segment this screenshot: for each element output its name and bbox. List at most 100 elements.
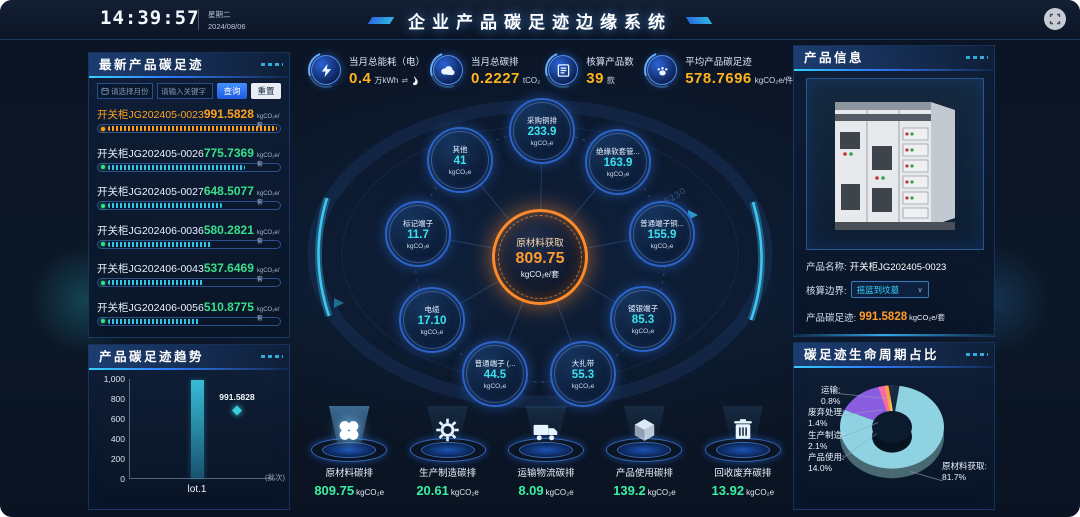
stage-value: 20.61 [416, 483, 449, 498]
trend-panel: 产品碳足迹趋势 1,000 800 600 400 200 0 991.5828… [88, 344, 290, 510]
y-tick: 400 [110, 434, 125, 444]
panel-title: 碳足迹生命周期占比 [794, 343, 994, 368]
node-unit: kgCO₂e [483, 382, 507, 390]
filter-row: 查询 重置 [97, 83, 281, 100]
bar-dot [101, 126, 105, 131]
product-value: 775.7369 [203, 145, 254, 160]
decor-slash-left [367, 16, 395, 24]
node-value: 11.7 [407, 229, 429, 242]
bar-dot [101, 165, 105, 170]
product-name: 开关柜JG202405-0026 [97, 147, 204, 160]
product-list-item[interactable]: 开关柜JG202405-0027 648.5077 kgCO₂e/套 [97, 184, 281, 223]
stage-recycling[interactable]: 回收废弃碳排 13.92 kgCO₂e [694, 406, 792, 514]
material-node[interactable]: 其他 41 kgCO₂e [427, 127, 493, 193]
slice-name: 原材料获取: [942, 461, 987, 471]
material-node[interactable]: 标记端子 11.7 kgCO₂e [385, 201, 451, 267]
panel-title: 最新产品碳足迹 [89, 53, 289, 78]
progress-bar [97, 278, 281, 288]
boundary-select[interactable]: 摇篮到坟墓 ∨ [850, 281, 929, 298]
slice-label: 运输: 0.8% [821, 385, 840, 407]
flame-icon [410, 73, 419, 85]
month-select-field[interactable] [97, 83, 153, 99]
product-list-item[interactable]: 开关柜JG202406-0036 580.2821 kgCO₂e/套 [97, 223, 281, 262]
panel-title: 产品信息 [794, 46, 994, 71]
stage-product-use[interactable]: 产品使用碳排 139.2 kgCO₂e [595, 406, 693, 514]
product-list-item[interactable]: 开关柜JG202406-0056 510.8775 kgCO₂e/套 [97, 300, 281, 339]
material-node[interactable]: 镀银端子 85.3 kgCO₂e [610, 286, 676, 352]
panel-title: 产品碳足迹趋势 [89, 345, 289, 370]
stage-raw-material[interactable]: 原材料碳排 809.75 kgCO₂e [300, 406, 398, 514]
node-unit: kgCO₂e [631, 327, 655, 335]
truck-icon [533, 417, 560, 444]
fullscreen-button[interactable] [1044, 8, 1066, 30]
trash-icon [729, 417, 756, 444]
progress-bar [97, 201, 281, 211]
progress-bar [97, 124, 281, 133]
bar-fill [108, 164, 246, 170]
page-title: 企业产品碳足迹边缘系统 [408, 12, 672, 32]
node-name: 普通端子 (... [474, 359, 516, 369]
month-input[interactable] [111, 86, 149, 96]
product-value: 580.2821 [203, 222, 254, 237]
stage-value: 13.92 [711, 483, 745, 498]
stage-logistics[interactable]: 运输物流碳排 8.09 kgCO₂e [497, 406, 595, 514]
material-node[interactable]: 绝缘软套管... 163.9 kgCO₂e [585, 129, 651, 195]
keyword-field[interactable] [157, 83, 213, 99]
node-name: 采购铜排 [527, 116, 557, 126]
bar-dot [101, 319, 105, 324]
bar-dot [101, 280, 105, 285]
product-info-panel: 产品信息 [793, 45, 995, 337]
kpi-energy: 当月总能耗（电） 0.4 万kWh ⇌ [303, 48, 425, 92]
material-node[interactable]: 大扎带 55.3 kgCO₂e [550, 341, 616, 407]
title-decor [261, 63, 283, 66]
cube-icon [631, 417, 658, 444]
node-name: 标记端子 [403, 219, 433, 229]
y-tick: 800 [110, 394, 125, 404]
trend-chart: 991.5828 [129, 379, 275, 479]
keyword-input[interactable] [161, 86, 209, 96]
node-value: 85.3 [631, 314, 655, 327]
bar-dot [101, 242, 105, 247]
material-node[interactable]: 电缆 17.10 kgCO₂e [399, 287, 465, 353]
boundary-value: 摇篮到坟墓 [856, 284, 900, 295]
x-axis-unit: (批次) [265, 473, 285, 482]
platform-ring [311, 438, 388, 462]
bar-fill [108, 126, 277, 131]
kpi-label: 平均产品碳足迹 [685, 56, 752, 68]
stage-unit: kgCO₂e [450, 488, 479, 497]
node-unit: kgCO₂e [448, 168, 472, 176]
stage-value: 139.2 [613, 483, 646, 498]
lifecycle-stage-row: 原材料碳排 809.75 kgCO₂e 生产制造碳排 20.61 kgCO₂e [300, 406, 792, 514]
node-name: 绝缘软套管... [596, 147, 640, 157]
product-unit: kgCO₂e/套 [256, 229, 280, 245]
weekday-label: 星期二 [208, 10, 231, 19]
boundary-label: 核算边界: [806, 285, 847, 297]
clipboard-icon [548, 55, 579, 85]
y-tick: 200 [110, 454, 125, 464]
network-center-node[interactable]: 原材料获取 809.75 kgCO₂e/套 [492, 209, 588, 305]
product-list-item[interactable]: 开关柜JG202405-0026 775.7369 kgCO₂e/套 [97, 146, 281, 185]
fullscreen-icon [1049, 13, 1061, 25]
progress-bar [97, 162, 281, 172]
decor-slash-right [685, 16, 713, 24]
node-name: 普通端子铜... [640, 219, 684, 229]
header-bar: 14:39:57 星期二 2024/08/06 企业产品碳足迹边缘系统 [0, 0, 1080, 40]
material-node[interactable]: 普通端子铜... 155.9 kgCO₂e [629, 201, 695, 267]
reset-button[interactable]: 重置 [251, 83, 281, 99]
kpi-label: 当月总能耗（电） [349, 56, 426, 68]
y-tick: 600 [110, 414, 125, 424]
material-node[interactable]: 普通端子 (... 44.5 kgCO₂e [462, 341, 528, 407]
material-node[interactable]: 采购铜排 233.9 kgCO₂e [509, 98, 575, 164]
platform-base [420, 442, 475, 458]
product-list-item[interactable]: 开关柜JG202406-0043 537.6469 kgCO₂e/套 [97, 261, 281, 300]
kpi-value: 0.4 [349, 69, 372, 87]
kpi-value: 0.2227 [471, 69, 520, 87]
query-button[interactable]: 查询 [217, 83, 247, 99]
node-value: 55.3 [571, 369, 595, 382]
node-value: 41 [453, 155, 467, 168]
stage-manufacturing[interactable]: 生产制造碳排 20.61 kgCO₂e [398, 406, 496, 514]
product-value: 537.6469 [203, 261, 254, 276]
footprint-value: 991.5828 [859, 311, 908, 323]
